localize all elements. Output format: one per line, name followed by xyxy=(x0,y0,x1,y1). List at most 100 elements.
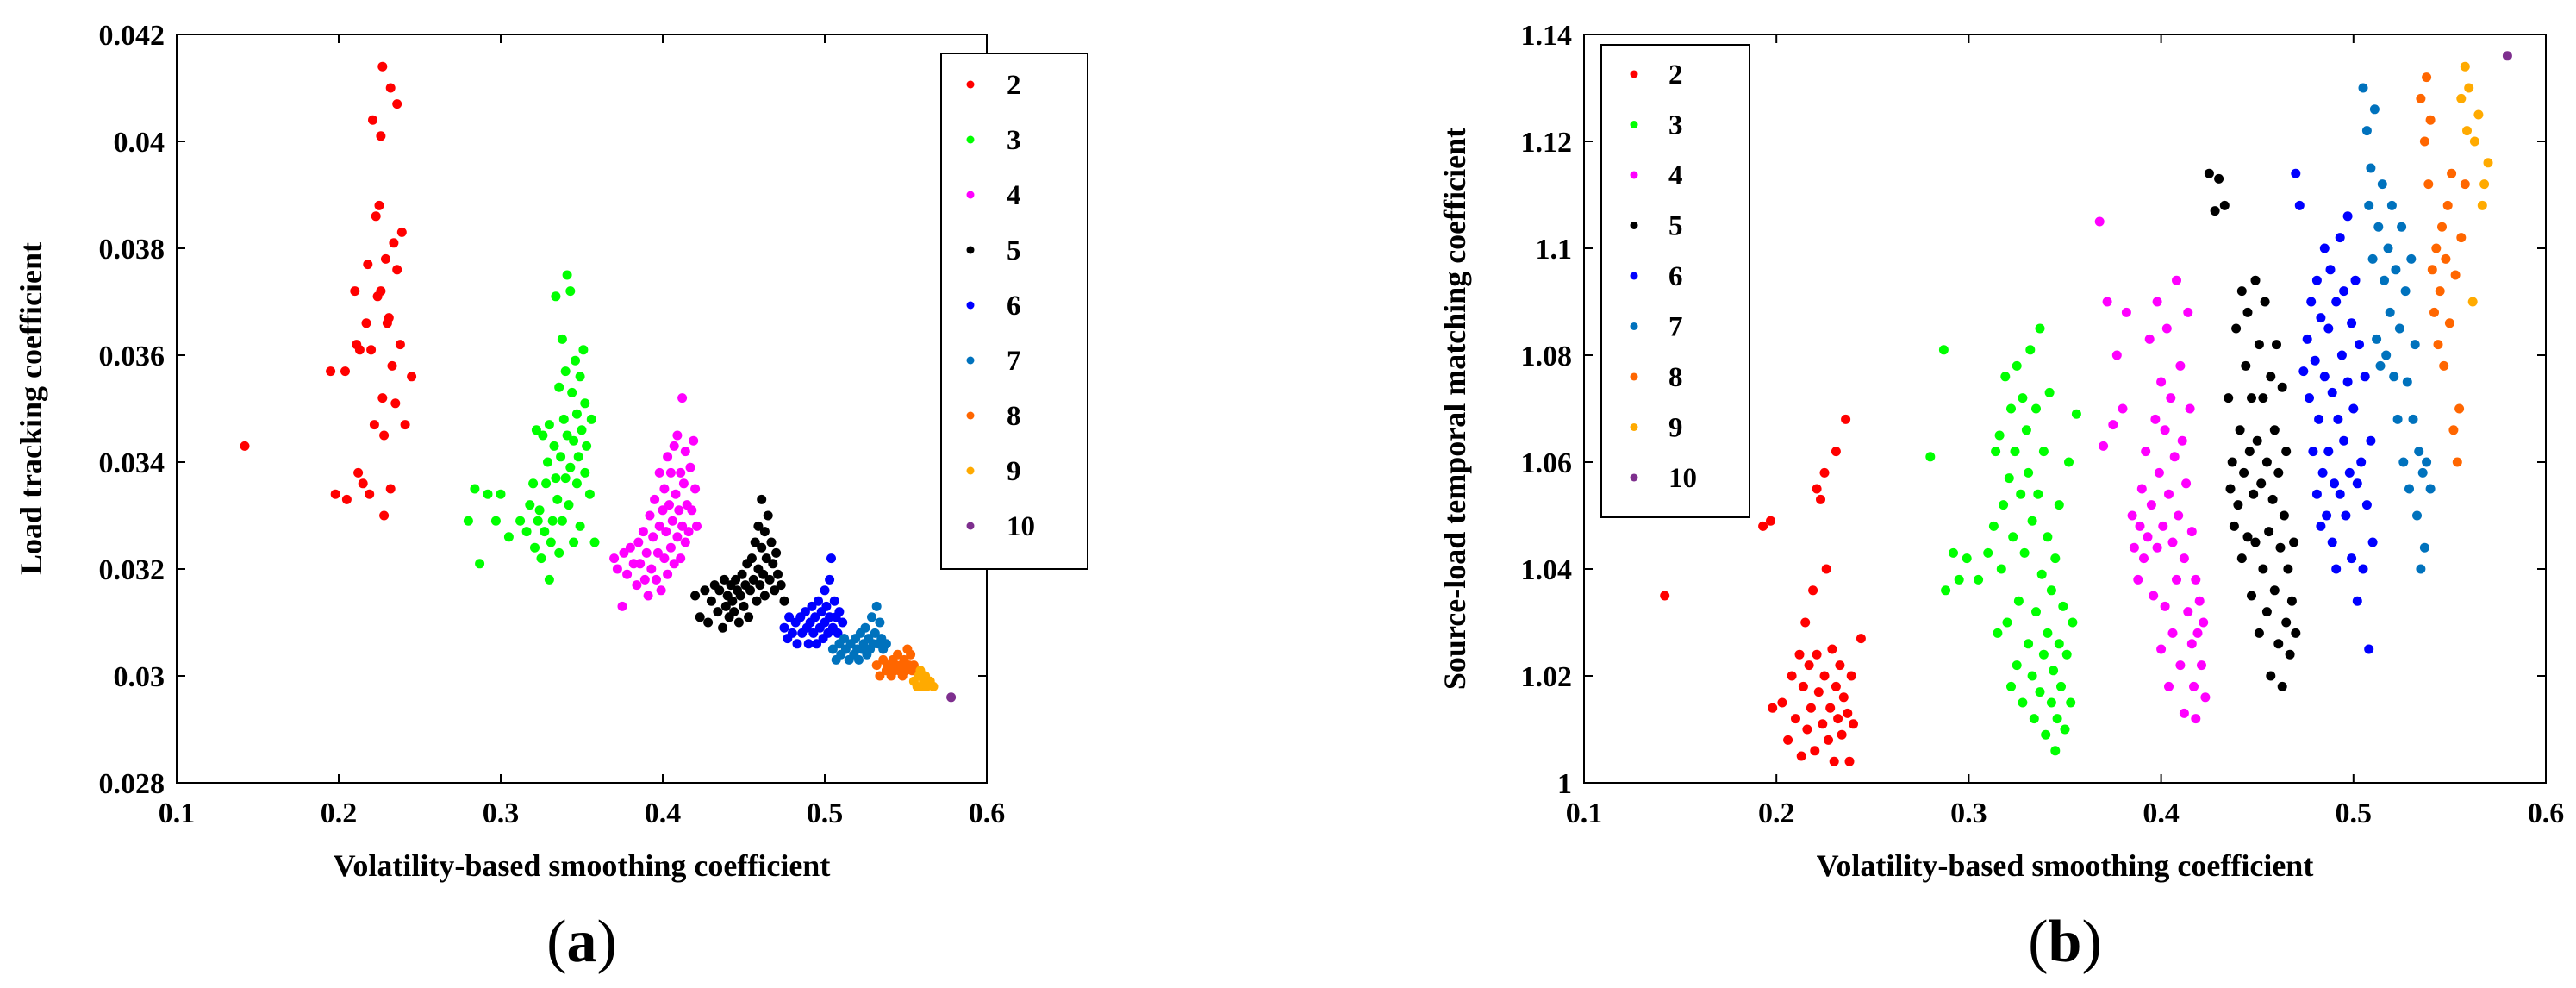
panel-b-point-series-6-40 xyxy=(2352,596,2362,606)
panel-b-point-series-2-39 xyxy=(1849,719,1858,729)
panel-b-point-series-4-37 xyxy=(2175,360,2186,371)
panel-b-point-series-7-15 xyxy=(2389,372,2399,382)
panel-a-point-series-4-3 xyxy=(619,547,629,558)
panel-b-point-series-4-8 xyxy=(2129,542,2139,553)
panel-b-point-series-7-20 xyxy=(2398,457,2409,467)
panel-b-legend-label-8: 8 xyxy=(1668,362,1683,393)
panel-b-point-series-5-27 xyxy=(2258,393,2268,403)
panel-a-point-series-7-19 xyxy=(867,612,876,622)
panel-a-legend-label-3: 3 xyxy=(1007,125,1021,156)
panel-b-point-series-7-31 xyxy=(2419,542,2429,553)
panel-b-points xyxy=(1660,51,2512,766)
panel-a-point-series-7-27 xyxy=(881,639,891,649)
panel-b-point-series-6-14 xyxy=(2319,243,2330,253)
panel-a-point-series-4-51 xyxy=(690,484,701,494)
panel-b-point-series-4-23 xyxy=(2156,377,2167,387)
panel-b-point-series-5-50 xyxy=(2289,537,2299,547)
panel-a-point-series-5-43 xyxy=(770,585,780,596)
panel-a-point-series-9-9 xyxy=(928,681,939,691)
panel-b-point-series-2-10 xyxy=(1798,681,1808,691)
panel-b-point-series-4-51 xyxy=(2192,628,2203,638)
panel-b-point-series-8-1 xyxy=(2419,136,2429,147)
panel-b-point-series-6-4 xyxy=(2305,393,2314,403)
panel-a-caption-close-paren: ) xyxy=(597,909,617,975)
panel-b-point-series-3-22 xyxy=(2012,360,2022,371)
panel-a-point-series-4-19 xyxy=(652,547,663,558)
panel-a-point-series-3-0 xyxy=(463,516,473,526)
panel-b-point-series-4-48 xyxy=(2189,681,2199,691)
panel-b-point-series-6-1 xyxy=(2294,200,2305,210)
panel-a-point-series-2-0 xyxy=(240,441,250,451)
panel-b-point-series-4-39 xyxy=(2177,435,2187,446)
panel-b-point-series-3-33 xyxy=(2027,516,2037,526)
panel-a-point-series-4-23 xyxy=(658,505,668,516)
panel-b-point-series-4-30 xyxy=(2166,393,2176,403)
panel-b-legend-marker-9 xyxy=(1630,423,1638,431)
panel-b-point-series-8-14 xyxy=(2444,318,2454,328)
panel-b-point-series-3-29 xyxy=(2024,639,2034,649)
panel-b-point-series-6-41 xyxy=(2355,340,2364,350)
panel-b-point-series-5-28 xyxy=(2258,564,2268,574)
panel-a-point-series-3-57 xyxy=(589,537,600,547)
panel-a-caption-letter: a xyxy=(567,909,597,975)
panel-b-point-series-5-9 xyxy=(2233,500,2243,510)
panel-a-point-series-5-42 xyxy=(768,559,778,569)
panel-a-legend-box xyxy=(940,53,1088,570)
panel-b-point-series-5-30 xyxy=(2261,457,2272,467)
panel-b-point-series-4-33 xyxy=(2169,452,2180,462)
panel-a-point-series-3-21 xyxy=(544,420,554,430)
panel-a-point-series-3-42 xyxy=(569,435,579,446)
panel-b-point-series-3-5 xyxy=(1962,553,1972,564)
panel-b-point-series-4-4 xyxy=(2111,350,2122,360)
panel-b-point-series-6-28 xyxy=(2336,350,2347,360)
panel-b-point-series-4-32 xyxy=(2167,628,2178,638)
panel-b-point-series-3-12 xyxy=(1996,564,2006,574)
panel-b-point-series-9-4 xyxy=(2467,297,2478,307)
panel-b-point-series-6-48 xyxy=(2367,537,2378,547)
panel-a-point-series-4-31 xyxy=(665,467,676,478)
panel-b-point-series-9-0 xyxy=(2456,93,2467,103)
panel-a-legend-label-6: 6 xyxy=(1007,291,1021,322)
panel-a-point-series-5-4 xyxy=(706,596,716,606)
panel-a-point-series-6-22 xyxy=(821,601,832,611)
panel-b-caption-letter: b xyxy=(2049,909,2082,975)
panel-a-x-tick-label-0: 0.1 xyxy=(159,797,196,829)
panel-a-point-series-4-5 xyxy=(625,542,635,553)
panel-b-point-series-4-52 xyxy=(2194,596,2205,606)
panel-a-legend-marker-9 xyxy=(966,466,975,475)
panel-a-point-series-2-28 xyxy=(385,83,396,93)
panel-b-point-series-4-20 xyxy=(2152,297,2162,307)
panel-b-point-series-5-48 xyxy=(2285,649,2295,660)
panel-a-point-series-7-4 xyxy=(839,634,850,644)
panel-b-point-series-4-49 xyxy=(2191,574,2201,585)
panel-a-point-series-4-17 xyxy=(650,494,660,504)
panel-b-point-series-4-45 xyxy=(2185,403,2195,414)
panel-b-point-series-3-57 xyxy=(2060,724,2070,735)
panel-b-point-series-7-3 xyxy=(2366,163,2376,173)
panel-b-point-series-2-36 xyxy=(1843,708,1853,718)
panel-a-legend-label-2: 2 xyxy=(1007,70,1021,101)
panel-b-point-series-5-1 xyxy=(2210,206,2220,216)
panel-b-point-series-8-16 xyxy=(2448,425,2459,435)
panel-b-point-series-2-17 xyxy=(1812,649,1822,660)
panel-b-point-series-6-42 xyxy=(2356,457,2367,467)
panel-b-point-series-3-15 xyxy=(2002,617,2012,628)
panel-a-point-series-4-49 xyxy=(687,505,697,516)
panel-a-point-series-5-45 xyxy=(773,569,783,579)
panel-a-point-series-2-3 xyxy=(340,366,350,377)
panel-b-point-series-6-36 xyxy=(2347,553,2357,564)
panel-a-point-series-4-18 xyxy=(652,574,661,585)
panel-a-point-series-4-29 xyxy=(664,500,674,510)
panel-b-point-series-2-25 xyxy=(1824,735,1833,745)
panel-b-point-series-3-6 xyxy=(1974,574,1984,585)
panel-b-y-tick-label-0: 1 xyxy=(1557,768,1572,800)
panel-b-point-series-2-20 xyxy=(1816,494,1825,504)
panel-b-point-series-5-18 xyxy=(2247,591,2256,601)
panel-a-point-series-4-24 xyxy=(659,553,670,564)
panel-a-point-series-5-19 xyxy=(735,591,745,601)
panel-b-point-series-2-12 xyxy=(1802,724,1812,735)
panel-a-point-series-3-5 xyxy=(496,489,506,499)
panel-a-point-series-4-25 xyxy=(659,484,670,494)
panel-a-point-series-3-22 xyxy=(546,537,556,547)
panel-b-plot-frame xyxy=(1583,34,2547,784)
